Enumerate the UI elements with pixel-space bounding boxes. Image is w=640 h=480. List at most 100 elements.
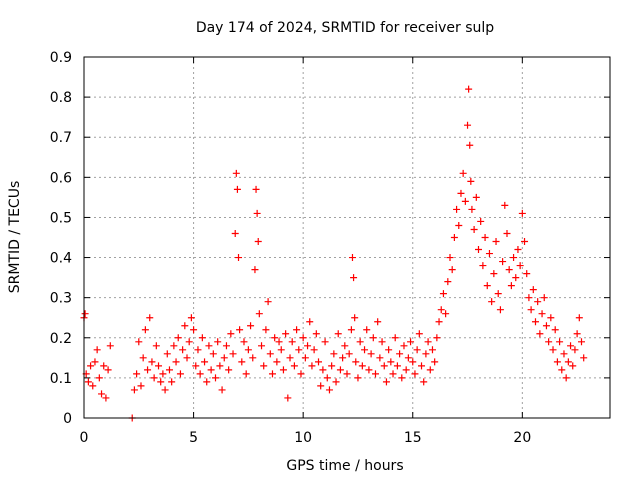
data-point	[264, 298, 272, 306]
data-point	[146, 314, 154, 322]
data-point	[358, 362, 366, 370]
data-point	[413, 346, 421, 354]
data-point	[466, 141, 474, 149]
data-point	[536, 330, 544, 338]
data-point	[81, 310, 89, 318]
data-point	[525, 294, 533, 302]
data-point	[420, 378, 428, 386]
data-point	[84, 378, 92, 386]
data-point	[400, 342, 408, 350]
data-point	[516, 262, 524, 270]
data-point	[356, 338, 364, 346]
data-point	[277, 346, 285, 354]
data-point	[102, 394, 110, 402]
data-point	[323, 374, 331, 382]
y-tick-label: 0.3	[50, 291, 72, 307]
data-point	[258, 342, 266, 350]
data-point	[545, 338, 553, 346]
x-tick-label: 10	[294, 430, 312, 446]
data-point	[254, 238, 262, 246]
data-point	[385, 346, 393, 354]
data-point	[448, 266, 456, 274]
data-point	[424, 338, 432, 346]
data-point	[141, 326, 149, 334]
data-point	[387, 358, 395, 366]
data-point	[308, 362, 316, 370]
data-point	[268, 370, 276, 378]
data-point	[578, 338, 586, 346]
data-point	[220, 354, 228, 362]
data-point	[260, 362, 268, 370]
data-point	[365, 366, 373, 374]
data-point	[255, 310, 263, 318]
data-point	[580, 354, 588, 362]
data-point	[363, 326, 371, 334]
data-point	[247, 322, 255, 330]
data-point	[242, 370, 250, 378]
data-point	[286, 354, 294, 362]
data-point	[389, 370, 397, 378]
data-point	[192, 362, 200, 370]
y-tick-label: 0.6	[50, 170, 72, 186]
data-point	[345, 350, 353, 358]
data-point	[172, 358, 180, 366]
data-point	[253, 209, 261, 217]
data-point	[352, 358, 360, 366]
y-axis-label: SRMTID / TECUs	[7, 181, 23, 294]
data-point	[529, 286, 537, 294]
data-point	[354, 374, 362, 382]
data-point	[95, 374, 103, 382]
data-point	[218, 386, 226, 394]
data-point	[396, 350, 404, 358]
data-point	[494, 290, 502, 298]
data-point	[251, 266, 259, 274]
data-point	[407, 338, 415, 346]
data-point	[371, 370, 379, 378]
data-point	[393, 362, 401, 370]
data-point	[567, 342, 575, 350]
data-point	[275, 338, 283, 346]
data-point	[409, 358, 417, 366]
x-tick-label: 20	[513, 430, 531, 446]
data-point	[232, 169, 240, 177]
data-point	[461, 197, 469, 205]
data-point	[321, 338, 329, 346]
data-point	[404, 354, 412, 362]
data-point	[575, 314, 583, 322]
data-point	[518, 209, 526, 217]
data-point	[190, 326, 198, 334]
data-point	[398, 374, 406, 382]
data-point	[290, 362, 298, 370]
data-point	[347, 326, 355, 334]
data-point	[472, 193, 480, 201]
data-point	[185, 338, 193, 346]
data-point	[402, 366, 410, 374]
data-point	[91, 358, 99, 366]
data-point	[560, 350, 568, 358]
data-point	[293, 326, 301, 334]
chart-title: Day 174 of 2024, SRMTID for receiver sul…	[196, 20, 494, 36]
data-point	[431, 358, 439, 366]
data-point	[299, 334, 307, 342]
data-point	[437, 306, 445, 314]
data-point	[459, 169, 467, 177]
data-point	[439, 290, 447, 298]
data-point	[336, 366, 344, 374]
y-tick-label: 0.7	[50, 130, 72, 146]
data-point	[514, 246, 522, 254]
data-point	[571, 346, 579, 354]
data-point	[203, 378, 211, 386]
data-point	[334, 330, 342, 338]
x-axis-label: GPS time / hours	[286, 458, 403, 474]
data-point	[367, 350, 375, 358]
data-point	[442, 310, 450, 318]
data-point	[212, 374, 219, 382]
y-tick-label: 0	[63, 411, 72, 427]
data-point	[564, 358, 572, 366]
data-point	[87, 362, 95, 370]
data-point	[538, 310, 546, 318]
data-point	[433, 334, 441, 342]
data-point	[562, 374, 570, 382]
data-point	[492, 238, 500, 246]
data-point	[133, 370, 141, 378]
